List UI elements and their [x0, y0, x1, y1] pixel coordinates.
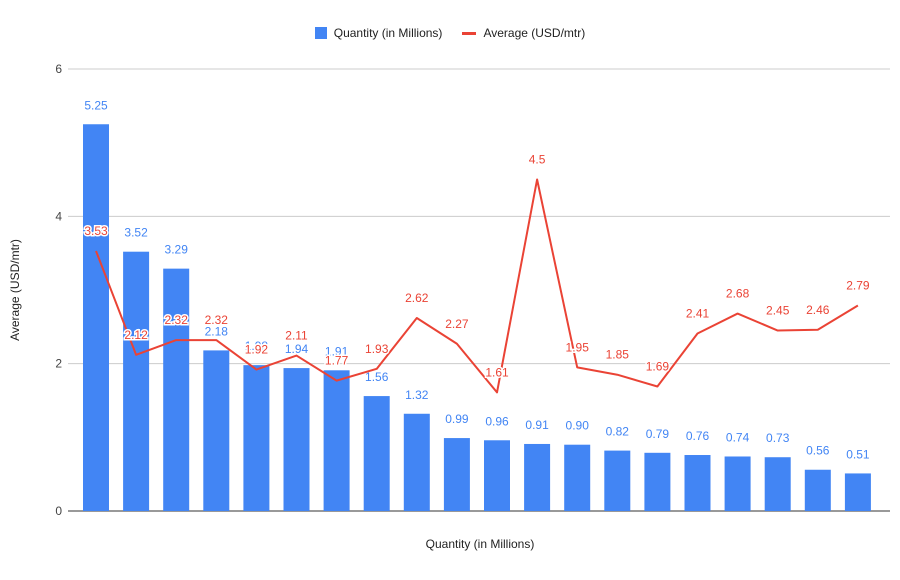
bar-data-label: 0.90: [566, 419, 590, 433]
bar-quantity: [804, 469, 831, 511]
bar-quantity: [724, 456, 751, 511]
bar-data-label: 0.76: [686, 429, 710, 443]
line-data-label: 2.27: [445, 317, 469, 331]
y-tick-label: 0: [55, 504, 62, 518]
line-data-label: 2.32: [205, 313, 229, 327]
legend-item-quantity[interactable]: Quantity (in Millions): [314, 26, 443, 40]
line-data-label: 2.45: [766, 304, 790, 318]
bar-quantity: [644, 452, 671, 511]
bar-data-label: 0.74: [726, 430, 750, 444]
line-data-label: 2.46: [806, 303, 830, 317]
line-data-label: 1.61: [485, 365, 509, 379]
bar-data-label: 5.25: [84, 98, 108, 112]
bar-quantity: [684, 455, 711, 511]
bar-data-label: 1.91: [325, 344, 349, 358]
bar-quantity: [403, 413, 430, 511]
bar-quantity: [443, 438, 470, 511]
line-data-label: 2.62: [405, 291, 429, 305]
bar-quantity: [524, 443, 551, 511]
bar-quantity: [844, 473, 871, 511]
bar-quantity: [764, 457, 791, 511]
line-data-label: 1.77: [325, 354, 349, 368]
bar-quantity: [203, 350, 230, 511]
y-tick-label: 4: [55, 209, 62, 223]
bar-quantity: [484, 440, 510, 511]
legend-swatch-average: [462, 31, 477, 35]
line-data-label: 2.11: [285, 329, 308, 343]
bar-data-label: 0.79: [646, 427, 670, 441]
bar-data-label: 0.91: [525, 418, 549, 432]
bar-data-label: 1.32: [405, 388, 429, 402]
bar-data-label: 1.94: [285, 342, 309, 356]
line-data-label: 4.5: [529, 153, 546, 167]
line-data-label: 1.93: [365, 342, 389, 356]
bar-data-label: 2.18: [205, 324, 229, 338]
line-data-label: 2.12: [124, 328, 148, 342]
bar-data-label: 0.51: [846, 447, 870, 461]
legend-swatch-quantity: [314, 27, 327, 39]
line-data-label: 3.53: [84, 224, 108, 238]
bar-quantity: [323, 370, 350, 511]
bar-data-label: 0.73: [766, 431, 790, 445]
bar-data-label: 0.56: [806, 444, 830, 458]
x-axis-title: Quantity (in Millions): [425, 537, 535, 551]
bar-quantity: [83, 124, 109, 511]
bar-quantity: [243, 365, 270, 511]
bar-quantity: [564, 444, 591, 511]
legend-item-average[interactable]: Average (USD/mtr): [462, 26, 585, 40]
y-tick-label: 2: [55, 357, 62, 371]
bar-data-label: 1.56: [365, 370, 389, 384]
bar-data-label: 0.96: [485, 414, 509, 428]
line-data-label: 2.32: [165, 313, 189, 327]
bar-quantity: [604, 450, 631, 511]
bar-quantity: [283, 368, 310, 511]
legend-label-quantity: Quantity (in Millions): [333, 26, 443, 40]
line-data-label: 1.85: [606, 348, 630, 362]
line-data-label: 1.92: [245, 343, 269, 357]
chart-legend: Quantity (in Millions) Average (USD/mtr): [0, 26, 900, 40]
line-data-label: 2.68: [726, 287, 750, 301]
bar-data-label: 0.99: [445, 412, 469, 426]
bar-data-label: 1.98: [245, 339, 269, 353]
bar-data-label: 0.82: [606, 425, 630, 439]
line-data-label: 1.95: [566, 340, 590, 354]
line-data-label: 2.79: [846, 278, 870, 292]
line-data-label: 1.69: [646, 360, 670, 374]
legend-label-average: Average (USD/mtr): [483, 26, 586, 40]
bar-quantity: [363, 396, 390, 511]
bar-data-label: 3.29: [165, 243, 189, 257]
y-tick-label: 6: [55, 62, 62, 76]
bar-data-label: 3.52: [124, 226, 148, 240]
line-average: [95, 178, 859, 394]
bar-quantity: [163, 268, 190, 511]
line-data-label: 2.41: [686, 306, 710, 320]
bar-quantity: [123, 251, 150, 511]
